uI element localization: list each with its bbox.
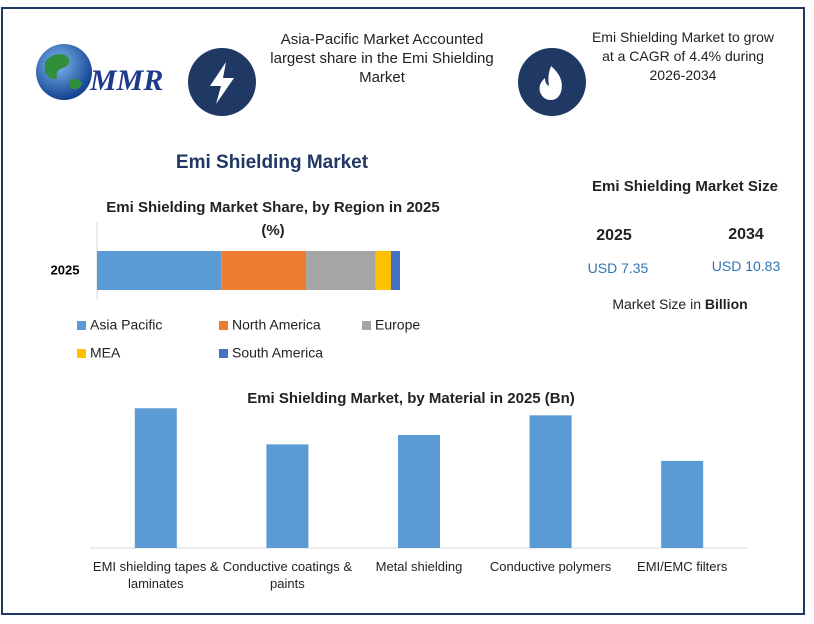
size-value: USD 7.35 (587, 260, 649, 276)
flame-icon (539, 66, 562, 100)
highlight: Emi Shielding Market to grow at a CAGR o… (591, 29, 775, 83)
legend-label: Europe (375, 317, 420, 333)
bar (266, 444, 309, 548)
chart-title: Emi Shielding Market Share, by Region in… (106, 199, 440, 239)
bar (398, 434, 440, 548)
logo-text: MMR (89, 64, 163, 97)
x-tick-label: EMI shielding tapes & laminates (92, 559, 219, 591)
legend-swatch (77, 321, 86, 330)
bar-segment (97, 251, 222, 290)
legend-swatch (219, 321, 228, 330)
chart-title: Emi Shielding Market, by Material in 202… (247, 390, 575, 407)
main-title: Emi Shielding Market (175, 152, 369, 173)
bar-segment (390, 251, 400, 290)
x-tick-label: EMI/EMC filters (637, 559, 728, 574)
note-unit: Billion (704, 296, 748, 312)
size-value: USD 10.83 (711, 258, 781, 274)
legend-swatch (77, 349, 86, 358)
legend-label: MEA (90, 345, 121, 361)
logo-globe (36, 44, 92, 100)
x-tick-label: Conductive coatings & paints (222, 559, 353, 591)
legend-swatch (219, 349, 228, 358)
frame (1, 7, 805, 615)
bar (529, 415, 572, 548)
bar-segment (306, 251, 376, 290)
bar-segment (221, 251, 307, 290)
logo-land (45, 54, 82, 90)
size-year: 2025 (596, 227, 632, 244)
x-tick-label: Metal shielding (375, 559, 463, 574)
bolt-icon (210, 62, 234, 104)
legend-label: North America (232, 317, 321, 333)
size-note: Market Size in Billion (560, 295, 800, 314)
legend-label: South America (232, 345, 323, 361)
bar (661, 460, 704, 548)
note-text: Market Size in (612, 296, 702, 312)
legend-label: Asia Pacific (90, 317, 162, 333)
highlight: Asia-Pacific Market Accounted largest sh… (270, 31, 494, 86)
size-title: Emi Shielding Market Size (592, 178, 778, 195)
x-tick-label: Conductive polymers (489, 559, 612, 574)
y-tick-label: 2025 (51, 262, 80, 277)
legend-swatch (362, 321, 371, 330)
size-year: 2034 (728, 226, 764, 243)
bar-segment (375, 251, 391, 290)
bar (134, 408, 177, 548)
